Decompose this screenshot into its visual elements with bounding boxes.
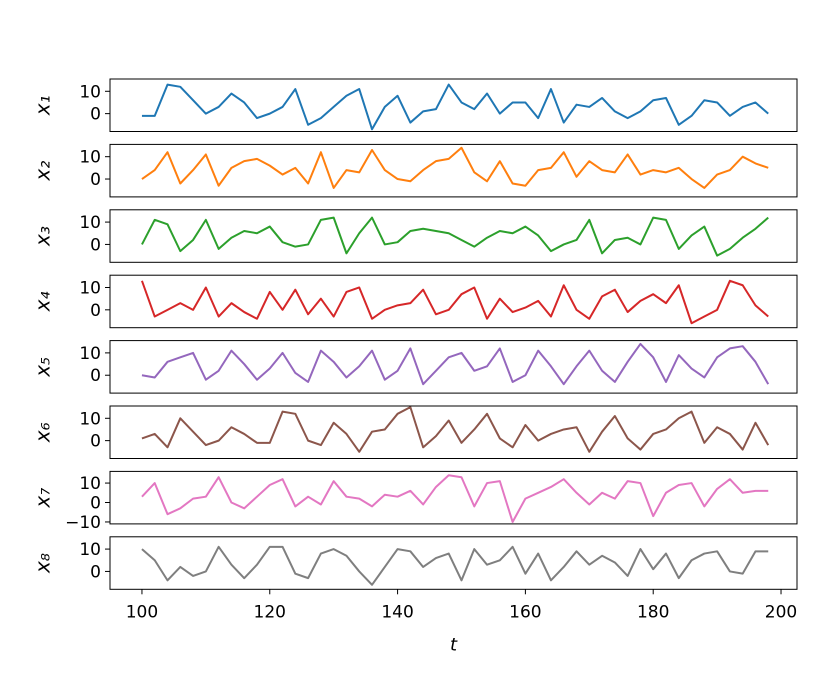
- y-tick-label: 0: [90, 235, 101, 255]
- series-line: [141, 406, 770, 453]
- axes-frame: [109, 340, 798, 394]
- y-tick-label: 10: [79, 213, 101, 233]
- axes-frame: [109, 143, 798, 198]
- series-line: [141, 279, 769, 325]
- y-axis-label: x₅: [31, 357, 55, 378]
- y-tick-label: 10: [79, 278, 101, 298]
- y-tick-label: 10: [79, 474, 101, 494]
- series-line: [141, 474, 769, 523]
- y-tick-label: 10: [79, 82, 101, 102]
- x-tick-label: 100: [126, 602, 158, 622]
- x-tick-label: 200: [765, 602, 797, 622]
- x-tick-label: 140: [381, 602, 413, 622]
- y-axis-label: x₁: [31, 95, 55, 116]
- series-line: [141, 83, 769, 131]
- series-line: [141, 216, 769, 257]
- y-tick-label: 0: [90, 494, 101, 514]
- y-tick-label: 0: [90, 170, 101, 190]
- y-tick-label: −10: [65, 513, 101, 533]
- x-tick-label: 180: [637, 602, 669, 622]
- y-axis-label: x₄: [31, 292, 55, 313]
- series-line: [141, 545, 769, 586]
- axes-frame: [109, 405, 798, 459]
- x-axis-label: t: [450, 634, 458, 655]
- y-tick-label: 0: [90, 562, 101, 582]
- axes-frame: [109, 274, 798, 329]
- axes-frame: [109, 536, 798, 590]
- axes-frame: [109, 209, 798, 263]
- y-tick-label: 10: [79, 148, 101, 168]
- x-tick-label: 120: [254, 602, 286, 622]
- y-tick-label: 10: [79, 409, 101, 429]
- y-tick-label: 0: [90, 366, 101, 386]
- y-tick-label: 10: [79, 344, 101, 364]
- y-axis-label: x₈: [31, 553, 55, 574]
- y-axis-label: x₂: [31, 161, 55, 182]
- y-tick-label: 10: [79, 540, 101, 560]
- y-axis-label: x₇: [31, 488, 55, 509]
- y-tick-label: 0: [90, 301, 101, 321]
- y-axis-label: x₃: [31, 226, 55, 247]
- y-tick-label: 0: [90, 432, 101, 452]
- series-line: [141, 342, 770, 386]
- y-tick-label: 0: [90, 105, 101, 125]
- series-line: [141, 146, 769, 189]
- axes-frame: [109, 470, 798, 525]
- x-tick-label: 160: [509, 602, 541, 622]
- y-axis-label: x₆: [31, 422, 55, 443]
- axes-frame: [109, 78, 798, 132]
